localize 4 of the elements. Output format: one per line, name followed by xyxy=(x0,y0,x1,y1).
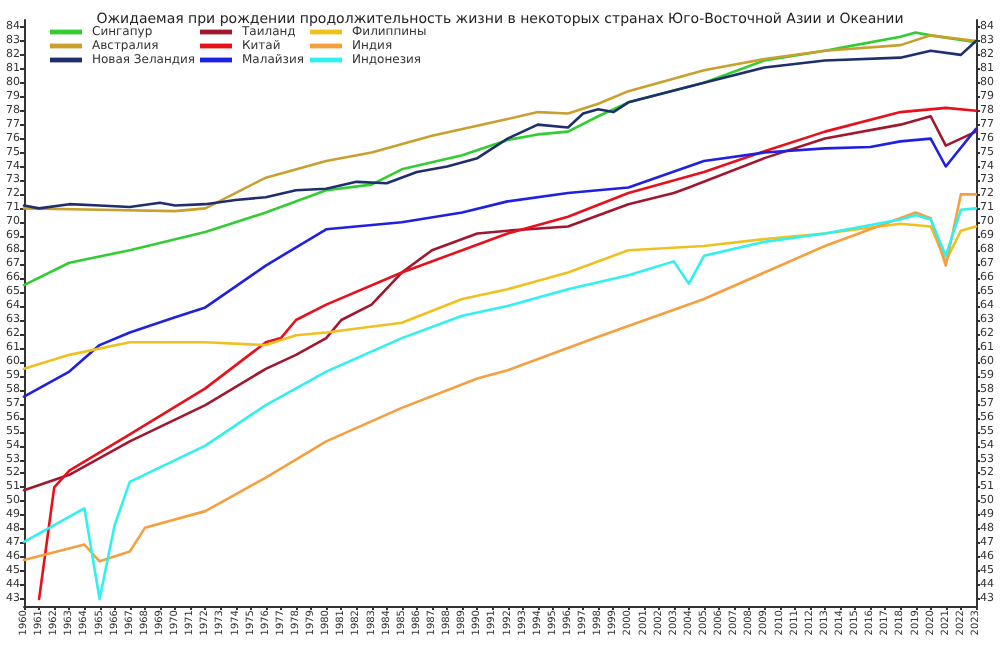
line-series xyxy=(22,114,978,492)
line-series xyxy=(37,106,978,601)
line-series xyxy=(22,127,978,399)
line-series xyxy=(22,222,978,371)
